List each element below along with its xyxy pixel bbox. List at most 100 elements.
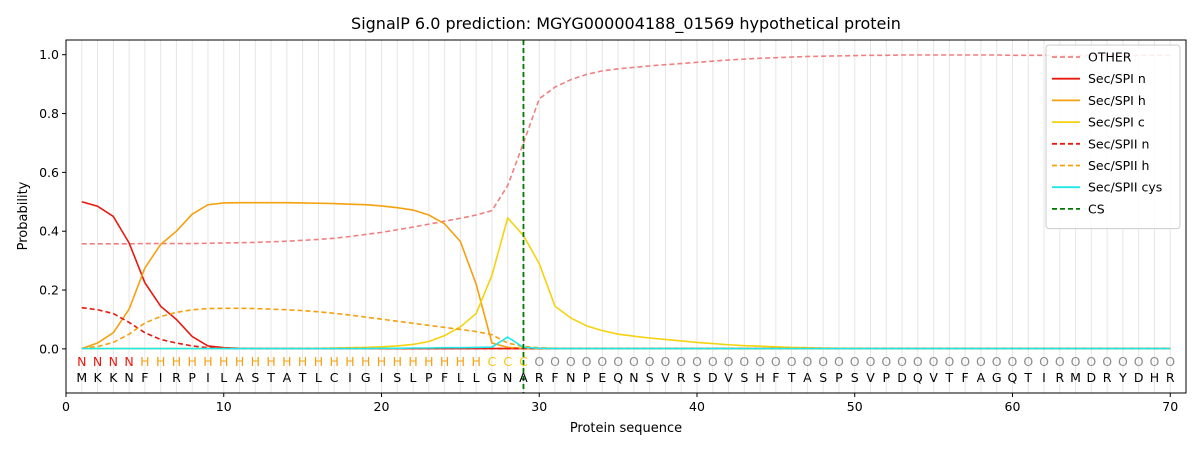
region-label: O xyxy=(739,354,749,369)
y-tick-label: 0.4 xyxy=(39,224,59,239)
region-label: H xyxy=(440,354,449,369)
residue-label: R xyxy=(677,370,686,385)
residue-label: I xyxy=(206,370,210,385)
residue-label: S xyxy=(693,370,701,385)
residue-label: L xyxy=(473,370,480,385)
x-tick-label: 30 xyxy=(531,399,547,414)
residue-label: L xyxy=(410,370,417,385)
residue-label: F xyxy=(772,370,779,385)
y-tick-label: 1.0 xyxy=(39,47,59,62)
region-label: O xyxy=(992,354,1002,369)
residue-label: G xyxy=(487,370,497,385)
residue-label: P xyxy=(883,370,891,385)
region-label: C xyxy=(488,354,497,369)
region-label: H xyxy=(235,354,244,369)
region-label: O xyxy=(897,354,907,369)
residue-label: V xyxy=(866,370,875,385)
residue-label: K xyxy=(109,370,118,385)
region-label: O xyxy=(597,354,607,369)
residue-label: Q xyxy=(1008,370,1018,385)
y-tick-label: 0.0 xyxy=(39,341,59,356)
region-label: H xyxy=(456,354,465,369)
region-label: H xyxy=(187,354,196,369)
region-label: N xyxy=(124,354,133,369)
region-label: O xyxy=(818,354,828,369)
series-lines xyxy=(81,54,1171,350)
residue-label: T xyxy=(945,370,954,385)
residue-label: N xyxy=(124,370,133,385)
residue-label: L xyxy=(457,370,464,385)
region-label: H xyxy=(219,354,228,369)
legend-label: Sec/SPII h xyxy=(1088,158,1149,173)
grid-lines xyxy=(81,40,1171,393)
x-tick-label: 0 xyxy=(62,399,70,414)
x-tick-label: 10 xyxy=(216,399,232,414)
region-label: O xyxy=(960,354,970,369)
region-label: O xyxy=(692,354,702,369)
residue-label: Q xyxy=(613,370,623,385)
residue-label: R xyxy=(1103,370,1112,385)
residue-label: N xyxy=(503,370,512,385)
residue-label: V xyxy=(661,370,670,385)
region-label: C xyxy=(503,354,512,369)
residue-label: K xyxy=(93,370,102,385)
legend-label: Sec/SPII n xyxy=(1088,136,1149,151)
region-label: O xyxy=(550,354,560,369)
region-label: H xyxy=(203,354,212,369)
residue-label: V xyxy=(724,370,733,385)
region-label: O xyxy=(566,354,576,369)
region-label: H xyxy=(172,354,181,369)
residue-label: I xyxy=(1042,370,1046,385)
residue-label: S xyxy=(646,370,654,385)
region-label: O xyxy=(1086,354,1096,369)
residue-label: C xyxy=(330,370,339,385)
region-label: O xyxy=(645,354,655,369)
residue-label: R xyxy=(172,370,181,385)
y-tick-label: 0.8 xyxy=(39,106,59,121)
region-label: O xyxy=(944,354,954,369)
region-label: O xyxy=(661,354,671,369)
region-label: O xyxy=(866,354,876,369)
legend-box xyxy=(1045,44,1181,230)
residue-label: M xyxy=(76,370,87,385)
residue-label: P xyxy=(425,370,433,385)
residue-label: T xyxy=(787,370,796,385)
region-label: O xyxy=(802,354,812,369)
region-label: O xyxy=(534,354,544,369)
residue-label: V xyxy=(929,370,938,385)
y-tick-label: 0.2 xyxy=(39,283,59,298)
y-axis-label: Probability xyxy=(16,181,31,250)
region-label: O xyxy=(1023,354,1033,369)
residue-label: I xyxy=(159,370,163,385)
residue-label: D xyxy=(708,370,718,385)
y-tick-label: 0.6 xyxy=(39,165,59,180)
residue-label: G xyxy=(361,370,371,385)
residue-label: S xyxy=(819,370,827,385)
sequence-annotation: NMNKNKNNHFHIHRHPHIHLHAHSHTHAHTHLHCHIHGHI… xyxy=(76,354,1175,385)
residue-label: A xyxy=(283,370,292,385)
region-label: H xyxy=(361,354,370,369)
region-label: H xyxy=(377,354,386,369)
residue-label: S xyxy=(740,370,748,385)
region-label: H xyxy=(266,354,275,369)
residue-label: I xyxy=(348,370,352,385)
residue-label: T xyxy=(266,370,275,385)
region-label: H xyxy=(393,354,402,369)
residue-label: A xyxy=(803,370,812,385)
legend: OTHER Sec/SPI n Sec/SPI h Sec/SPI c Sec/SPII… xyxy=(1045,44,1181,230)
series-line-sec-spii-h xyxy=(81,307,1171,350)
region-label: H xyxy=(314,354,323,369)
x-tick-label: 20 xyxy=(374,399,390,414)
region-label: O xyxy=(724,354,734,369)
residue-label: D xyxy=(1087,370,1097,385)
region-label: O xyxy=(755,354,765,369)
residue-label: M xyxy=(1070,370,1081,385)
series-line-other xyxy=(81,54,1171,245)
region-label: N xyxy=(77,354,86,369)
legend-label: Sec/SPI n xyxy=(1088,71,1146,86)
region-label: H xyxy=(408,354,417,369)
residue-label: S xyxy=(851,370,859,385)
region-label: O xyxy=(1008,354,1018,369)
x-axis-label: Protein sequence xyxy=(570,421,682,436)
region-label: O xyxy=(850,354,860,369)
